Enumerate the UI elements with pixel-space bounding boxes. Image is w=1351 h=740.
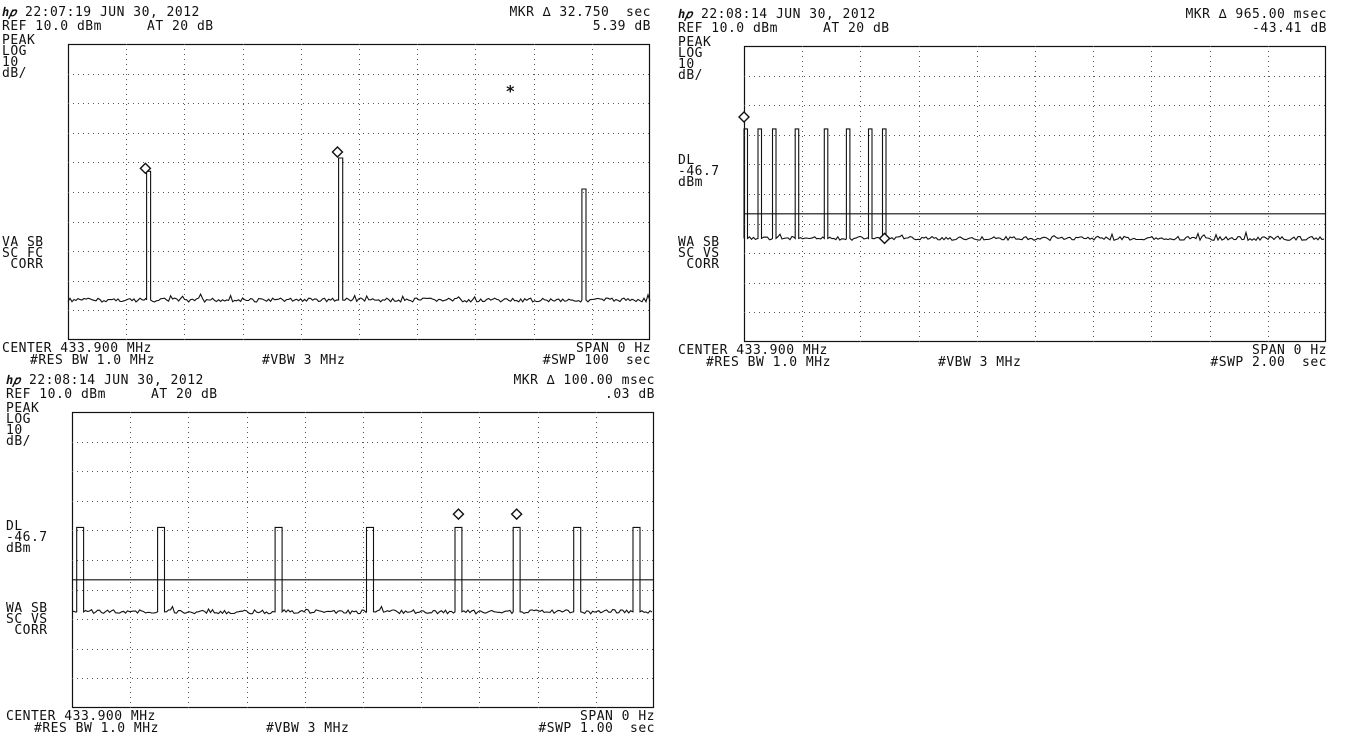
left-annotation: LOG bbox=[6, 412, 31, 427]
reference-level: REF 10.0 dBm bbox=[2, 19, 102, 34]
attenuation: AT 20 dB bbox=[147, 19, 214, 34]
marker-delta-value: 5.39 dB bbox=[592, 19, 651, 34]
reference-level: REF 10.0 dBm bbox=[6, 387, 106, 402]
display-line-label: dBm bbox=[6, 541, 31, 556]
attenuation: AT 20 dB bbox=[823, 21, 890, 36]
display-line-label: -46.7 bbox=[6, 530, 48, 545]
left-annotation: dB/ bbox=[2, 66, 27, 81]
trace-line bbox=[71, 526, 653, 615]
mode-annotation: SC VS bbox=[6, 612, 48, 627]
sweep-time: #SWP 1.00 sec bbox=[538, 721, 655, 736]
marker-delta-value: -43.41 dB bbox=[1252, 21, 1327, 36]
video-bandwidth: #VBW 3 MHz bbox=[938, 355, 1022, 370]
left-annotation: LOG bbox=[2, 44, 27, 59]
timestamp: 22:08:14 JUN 30, 2012 bbox=[701, 7, 876, 22]
center-frequency: CENTER 433.900 MHz bbox=[6, 709, 156, 724]
span: SPAN 0 Hz bbox=[576, 341, 651, 356]
marker-diamond bbox=[738, 111, 750, 124]
timestamp: 22:08:14 JUN 30, 2012 bbox=[29, 373, 204, 388]
marker-delta-label: MKR ∆ 965.00 msec bbox=[1185, 7, 1327, 22]
marker-star: * bbox=[505, 81, 515, 100]
display-line-label: DL bbox=[6, 519, 23, 534]
mode-annotation: CORR bbox=[6, 623, 48, 638]
trace-line bbox=[743, 128, 1325, 242]
marker-delta-label: MKR ∆ 100.00 msec bbox=[513, 373, 655, 388]
mode-annotation: CORR bbox=[678, 257, 720, 272]
trace-line bbox=[67, 157, 651, 304]
mode-annotation: SC VS bbox=[678, 246, 720, 261]
left-annotation: dB/ bbox=[6, 434, 31, 449]
marker-diamond bbox=[510, 508, 523, 521]
marker-diamond bbox=[878, 232, 891, 245]
center-frequency: CENTER 433.900 MHz bbox=[2, 341, 152, 356]
resolution-bandwidth: #RES BW 1.0 MHz bbox=[30, 353, 155, 368]
marker-diamond bbox=[139, 162, 152, 175]
left-annotation: 10 bbox=[678, 57, 695, 72]
mode-annotation: SC FC bbox=[2, 246, 44, 261]
attenuation: AT 20 dB bbox=[151, 387, 218, 402]
left-annotation: PEAK bbox=[6, 401, 40, 416]
center-frequency: CENTER 433.900 MHz bbox=[678, 343, 828, 358]
hp-logo-icon: ℎ𝑝 bbox=[6, 373, 20, 387]
left-annotation: LOG bbox=[678, 46, 703, 61]
video-bandwidth: #VBW 3 MHz bbox=[262, 353, 346, 368]
timestamp: 22:07:19 JUN 30, 2012 bbox=[25, 5, 200, 20]
left-annotation: 10 bbox=[6, 423, 23, 438]
marker-delta-label: MKR ∆ 32.750 sec bbox=[509, 5, 651, 20]
hp-logo-icon: ℎ𝑝 bbox=[678, 7, 692, 21]
mode-annotation: CORR bbox=[2, 257, 44, 272]
left-annotation: dB/ bbox=[678, 68, 703, 83]
video-bandwidth: #VBW 3 MHz bbox=[266, 721, 350, 736]
spectrum-trace-plot: * bbox=[67, 43, 651, 341]
resolution-bandwidth: #RES BW 1.0 MHz bbox=[706, 355, 831, 370]
left-annotation: PEAK bbox=[2, 33, 36, 48]
spectrum-trace-plot bbox=[738, 45, 1327, 343]
spectrum-trace-plot bbox=[71, 411, 655, 709]
span: SPAN 0 Hz bbox=[1252, 343, 1327, 358]
display-line-label: DL bbox=[678, 153, 695, 168]
mode-annotation: WA SB bbox=[6, 601, 48, 616]
mode-annotation: WA SB bbox=[678, 235, 720, 250]
marker-diamond bbox=[452, 508, 465, 521]
left-annotation: PEAK bbox=[678, 35, 712, 50]
marker-delta-value: .03 dB bbox=[605, 387, 655, 402]
mode-annotation: VA SB bbox=[2, 235, 44, 250]
hp-logo-icon: ℎ𝑝 bbox=[2, 5, 16, 19]
sweep-time: #SWP 100 sec bbox=[542, 353, 651, 368]
resolution-bandwidth: #RES BW 1.0 MHz bbox=[34, 721, 159, 736]
sweep-time: #SWP 2.00 sec bbox=[1210, 355, 1327, 370]
display-line-label: -46.7 bbox=[678, 164, 720, 179]
reference-level: REF 10.0 dBm bbox=[678, 21, 778, 36]
span: SPAN 0 Hz bbox=[580, 709, 655, 724]
left-annotation: 10 bbox=[2, 55, 19, 70]
marker-diamond bbox=[331, 146, 344, 159]
display-line-label: dBm bbox=[678, 175, 703, 190]
